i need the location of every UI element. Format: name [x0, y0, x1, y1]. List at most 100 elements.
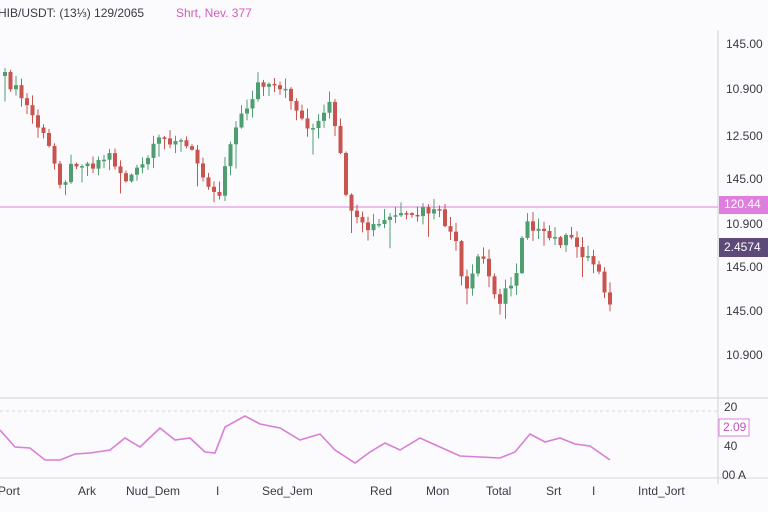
price-label: 145.00: [726, 37, 763, 51]
candle-body: [459, 241, 464, 277]
candle-body: [272, 83, 277, 86]
candle-body: [547, 231, 552, 239]
candle-body: [388, 216, 392, 220]
candle-body: [25, 98, 29, 106]
candle-body: [333, 101, 337, 127]
candle-body: [157, 137, 161, 144]
symbol: HIB/USDT: (13⅓) 129/2065: [0, 6, 144, 20]
candle-body: [278, 85, 282, 90]
candle-body: [250, 99, 255, 109]
candle-body: [608, 292, 612, 305]
candle-body: [289, 88, 293, 102]
candle-body: [487, 258, 491, 277]
candle-body: [432, 209, 436, 214]
candle-body: [344, 152, 348, 195]
candle-body: [437, 209, 442, 211]
candle-body: [91, 163, 95, 169]
candle-body: [234, 127, 238, 145]
candle-body: [245, 108, 249, 114]
marker-box: [719, 238, 768, 257]
candle-body: [531, 221, 535, 231]
candle-body: [8, 72, 13, 90]
candle-body: [173, 141, 178, 145]
candle-body: [597, 264, 601, 272]
candle-body: [52, 145, 57, 164]
candle-body: [80, 166, 84, 168]
candle-body: [399, 213, 403, 216]
indicator-label: 20: [724, 400, 738, 414]
price-label: 145.00: [726, 172, 763, 186]
candle-body: [349, 194, 354, 211]
candle-body: [553, 237, 557, 239]
time-label: Ark: [78, 484, 97, 498]
candle-body: [338, 126, 343, 153]
price-label: 145.00: [726, 260, 763, 274]
candle-body: [360, 217, 365, 223]
candles: [3, 67, 612, 319]
candle-body: [239, 113, 244, 128]
candle-body: [448, 226, 453, 232]
time-axis: Port Ark Nud_Dem I Sed_Jem Red Mon Total Srt I Int…: [0, 484, 685, 498]
candle-body: [536, 228, 541, 231]
candle-body: [217, 191, 222, 196]
oscillator: [0, 415, 611, 464]
candle-body: [267, 83, 271, 87]
price-axis: 145.00 10.900 12.500 145.00 10.900 145.00 145.…: [726, 37, 763, 362]
candle-body: [58, 163, 62, 185]
time-label: I: [592, 484, 595, 498]
candle-body: [542, 228, 546, 232]
candle-body: [19, 85, 24, 99]
candle-body: [558, 237, 563, 246]
candle-body: [228, 144, 233, 167]
time-label: Mon: [426, 484, 449, 498]
candle-body: [30, 105, 35, 116]
candle-body: [107, 153, 112, 160]
candle-body: [580, 246, 585, 258]
time-label: Srt: [546, 484, 562, 498]
candle-body: [129, 174, 134, 182]
candle-body: [602, 271, 607, 293]
last-price: 120.44: [724, 197, 761, 211]
time-label: Intd_Jort: [638, 484, 685, 498]
candle-body: [410, 213, 414, 215]
candle-body: [135, 167, 139, 175]
candle-body: [74, 163, 79, 167]
candle-body: [404, 213, 409, 215]
candle-body: [443, 209, 447, 227]
candle-body: [201, 163, 205, 178]
price-label: 10.900: [726, 217, 763, 231]
candle-body: [322, 112, 326, 121]
marker: 2.4574: [724, 240, 761, 254]
candle-body: [415, 214, 420, 217]
candle-body: [294, 101, 299, 111]
candle-body: [426, 207, 431, 214]
candle-body: [371, 224, 376, 231]
candle-body: [382, 219, 387, 224]
candle-body: [63, 182, 68, 185]
candle-body: [393, 215, 398, 217]
candle-body: [124, 173, 128, 182]
candle-body: [36, 115, 40, 128]
candle-body: [327, 101, 332, 113]
candle-body: [564, 234, 568, 246]
indicator-label: 40: [724, 439, 738, 453]
candle-body: [96, 159, 101, 169]
candle-body: [575, 237, 579, 247]
candle-body: [311, 128, 315, 130]
candle-body: [190, 146, 194, 150]
candle-body: [118, 166, 123, 174]
time-label: Total: [486, 484, 511, 498]
candle-body: [586, 256, 590, 258]
candle-body: [47, 132, 51, 146]
candle-body: [151, 143, 156, 158]
candle-body: [591, 256, 596, 265]
candle-body: [470, 273, 475, 289]
candle-body: [256, 82, 260, 100]
candle-body: [3, 72, 7, 76]
candle-body: [465, 276, 469, 289]
candle-body: [261, 82, 266, 87]
candle-body: [212, 186, 216, 192]
candle-body: [481, 256, 486, 259]
candle-body: [305, 118, 310, 129]
price-label: 10.900: [726, 348, 763, 362]
